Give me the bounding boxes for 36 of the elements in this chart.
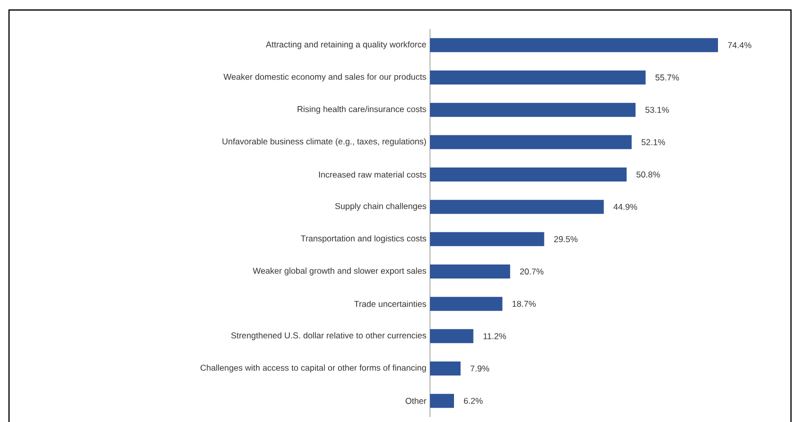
y-tick-label: Trade uncertainties bbox=[354, 300, 426, 307]
bar bbox=[430, 38, 718, 52]
data-label: 44.9% bbox=[614, 204, 638, 210]
y-tick-label: Other bbox=[406, 398, 426, 404]
y-tick-label: Increased raw material costs bbox=[319, 171, 426, 178]
y-tick-label: Supply chain challenges bbox=[335, 202, 426, 211]
data-label: 52.1% bbox=[642, 139, 666, 146]
data-label: 7.9% bbox=[470, 365, 490, 372]
data-label: 74.4% bbox=[728, 42, 752, 48]
bar bbox=[430, 264, 510, 278]
bar bbox=[430, 102, 636, 117]
bar bbox=[430, 70, 646, 84]
y-tick-label: Rising health care/insurance costs bbox=[298, 106, 426, 114]
y-tick-label: Transportation and logistics costs bbox=[300, 235, 426, 244]
bar bbox=[430, 167, 627, 182]
y-tick-label: Attracting and retaining a quality workforce bbox=[266, 41, 426, 50]
data-label: 50.8% bbox=[636, 171, 660, 178]
y-tick-label: Weaker domestic economy and sales for our products bbox=[224, 74, 426, 82]
data-label: 18.7% bbox=[512, 300, 536, 307]
data-label: 29.5% bbox=[554, 236, 578, 242]
data-label: 55.7% bbox=[655, 74, 679, 80]
bar bbox=[430, 296, 502, 311]
bar bbox=[430, 135, 632, 150]
y-tick-label: Strengthened U.S. dollar relative to other currencies bbox=[231, 332, 426, 340]
bar bbox=[430, 232, 544, 246]
y-tick-label: Challenges with access to capital or other forms of financing bbox=[200, 364, 426, 372]
data-label: 11.2% bbox=[484, 333, 506, 340]
bar bbox=[430, 394, 454, 408]
y-tick-label: Weaker global growth and slower export sales bbox=[252, 268, 426, 276]
data-label: 53.1% bbox=[645, 106, 669, 113]
data-label: 20.7% bbox=[520, 268, 544, 274]
bar bbox=[430, 361, 461, 376]
bar bbox=[430, 329, 474, 344]
y-tick-label: Unfavorable business climate (e.g., taxes, regulations) bbox=[222, 138, 426, 146]
data-label: 6.2% bbox=[464, 398, 483, 404]
bar bbox=[430, 200, 604, 214]
